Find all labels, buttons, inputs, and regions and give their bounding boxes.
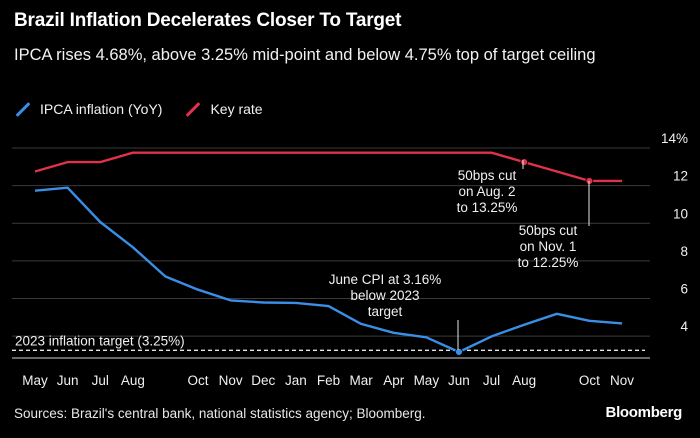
x-tick-label: Mar	[349, 373, 373, 388]
chart-title: Brazil Inflation Decelerates Closer To T…	[14, 10, 402, 31]
annotation-marker	[520, 158, 529, 167]
annotation-text: to 12.25%	[518, 255, 579, 270]
chart-subtitle: IPCA rises 4.68%, above 3.25% mid-point …	[14, 46, 596, 64]
target-line-label: 2023 inflation target (3.25%)	[15, 333, 185, 348]
annotation-text: on Aug. 2	[458, 184, 515, 199]
annotation-text: 50bps cut	[458, 168, 517, 183]
source-note: Sources: Brazil's central bank, national…	[14, 406, 426, 421]
key-rate-line	[34, 151, 622, 183]
y-tick-label: 14%	[661, 131, 688, 146]
bloomberg-logo: Bloomberg	[605, 404, 683, 421]
annotation-text: 50bps cut	[519, 223, 578, 238]
y-tick-label: 4	[680, 319, 688, 334]
y-tick-label: 6	[680, 282, 688, 297]
x-tick-label: Oct	[188, 373, 209, 388]
x-tick-label: May	[22, 373, 48, 388]
x-tick-label: Nov	[219, 373, 243, 388]
x-tick-label: May	[414, 373, 440, 388]
annotation-text: on Nov. 1	[520, 239, 577, 254]
y-tick-label: 10	[673, 206, 688, 221]
annotation-text: below 2023	[350, 288, 419, 303]
annotation-text: target	[368, 304, 403, 319]
x-tick-label: Aug	[512, 373, 536, 388]
annotation-text: to 13.25%	[457, 200, 518, 215]
y-tick-label: 12	[673, 169, 688, 184]
annotation-text: June CPI at 3.16%	[329, 272, 442, 287]
x-tick-label: Oct	[579, 373, 600, 388]
legend-label-ipca: IPCA inflation (YoY)	[40, 101, 163, 117]
x-tick-label: Jun	[57, 373, 79, 388]
x-tick-label: Jan	[285, 373, 307, 388]
legend-item-ipca: IPCA inflation (YoY)	[14, 101, 162, 117]
x-tick-label: Dec	[251, 373, 275, 388]
legend-item-key-rate: Key rate	[184, 101, 263, 117]
x-tick-label: Nov	[610, 373, 634, 388]
legend-label-key-rate: Key rate	[210, 101, 263, 117]
x-tick-label: Feb	[317, 373, 340, 388]
x-tick-label: Aug	[121, 373, 145, 388]
x-tick-label: Apr	[383, 373, 405, 388]
x-tick-label: Jul	[483, 373, 500, 388]
x-tick-label: Jul	[92, 373, 109, 388]
ipca-inflation-line	[34, 186, 623, 354]
annotation-marker	[455, 348, 463, 356]
chart-legend: IPCA inflation (YoY) Key rate	[14, 101, 263, 117]
x-tick-label: Jun	[448, 373, 470, 388]
y-tick-label: 8	[680, 244, 688, 259]
